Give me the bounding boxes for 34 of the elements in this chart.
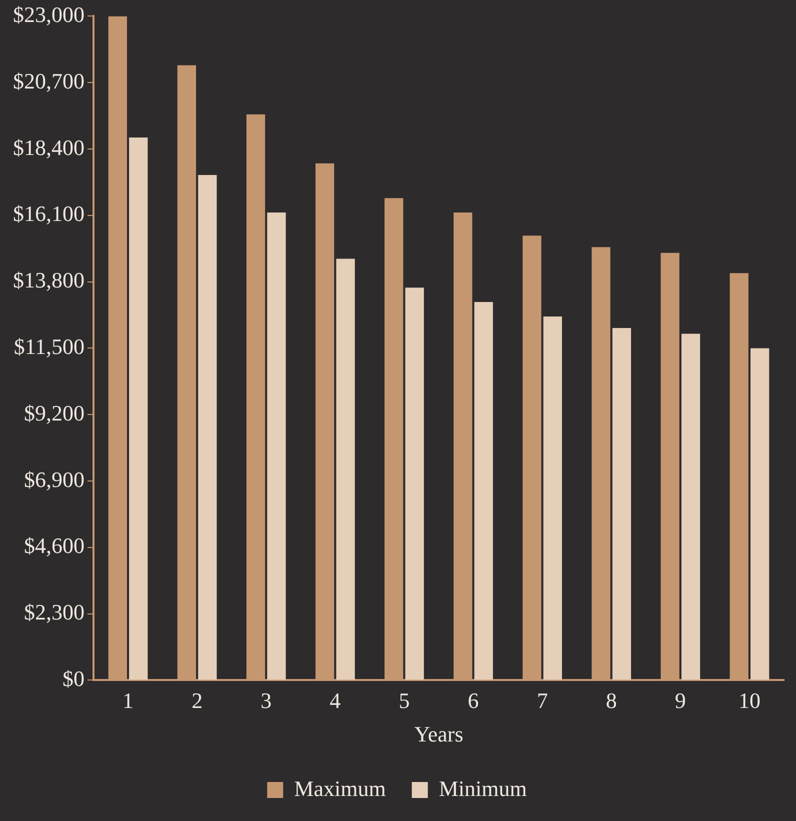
x-tick-label: 7 <box>536 688 548 714</box>
x-tick-label: 3 <box>260 688 272 714</box>
y-tick-label: $16,100 <box>13 201 84 226</box>
x-tick-label: 5 <box>398 688 410 714</box>
bar <box>474 302 493 680</box>
legend-label: Maximum <box>294 776 386 801</box>
x-axis-title: Years <box>414 722 464 747</box>
y-tick-label: $20,700 <box>13 68 84 94</box>
bar <box>543 316 562 680</box>
y-tick-label: $4,600 <box>24 533 84 558</box>
bar <box>612 328 632 680</box>
bar <box>198 174 217 680</box>
bar <box>267 212 286 680</box>
bar <box>750 348 770 680</box>
x-tick-label: 4 <box>330 688 341 714</box>
bar <box>129 137 148 680</box>
bar <box>681 334 700 680</box>
legend-label: Minimum <box>438 776 527 801</box>
bar <box>405 288 424 680</box>
bar <box>336 258 355 680</box>
y-tick-label: $18,400 <box>13 134 84 160</box>
x-tick-label: 2 <box>192 688 203 714</box>
y-tick-label: $6,900 <box>24 466 84 492</box>
y-tick-label: $0 <box>62 666 84 691</box>
x-tick-label: 1 <box>122 688 134 714</box>
x-tick-label: 6 <box>468 688 479 714</box>
x-tick-label: 8 <box>606 688 617 714</box>
y-tick-label: $9,200 <box>24 400 84 426</box>
y-tick-label: $2,300 <box>24 600 84 625</box>
x-tick-label: 10 <box>738 688 760 714</box>
x-tick-label: 9 <box>674 688 686 714</box>
y-tick-label: $23,000 <box>13 2 84 27</box>
y-tick-label: $13,800 <box>13 268 84 293</box>
y-tick-label: $11,500 <box>14 334 84 359</box>
